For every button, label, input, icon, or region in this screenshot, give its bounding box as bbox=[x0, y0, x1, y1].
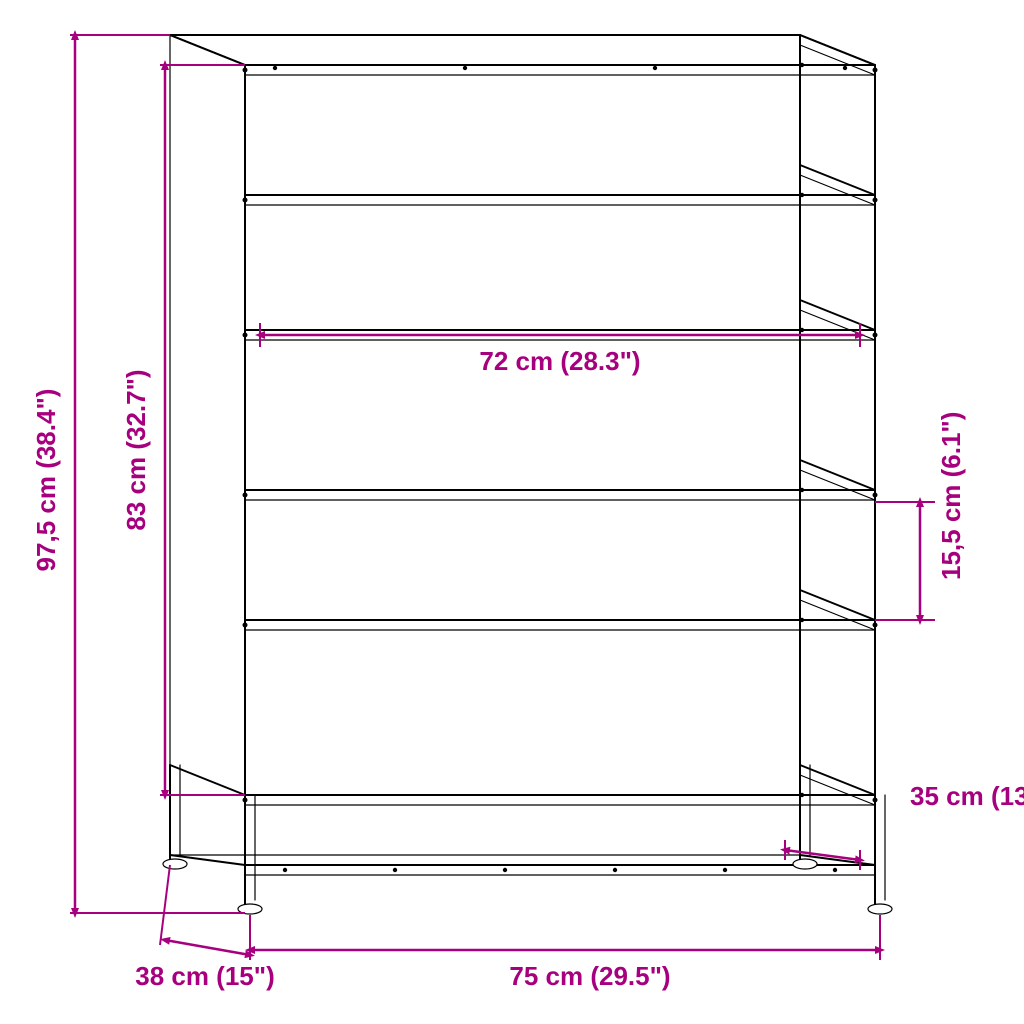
dim-shelf_gap: 15,5 cm (6.1") bbox=[936, 412, 966, 580]
dim-outer_depth: 38 cm (15") bbox=[135, 961, 275, 991]
dim-inner_height: 83 cm (32.7") bbox=[121, 369, 151, 530]
dim-inner_depth: 35 cm (13.8") bbox=[910, 781, 1024, 811]
dim-outer_width: 75 cm (29.5") bbox=[509, 961, 670, 991]
dim-total_height: 97,5 cm (38.4") bbox=[31, 389, 61, 572]
shelf-unit bbox=[163, 35, 892, 914]
dim-shelf_width: 72 cm (28.3") bbox=[479, 346, 640, 376]
